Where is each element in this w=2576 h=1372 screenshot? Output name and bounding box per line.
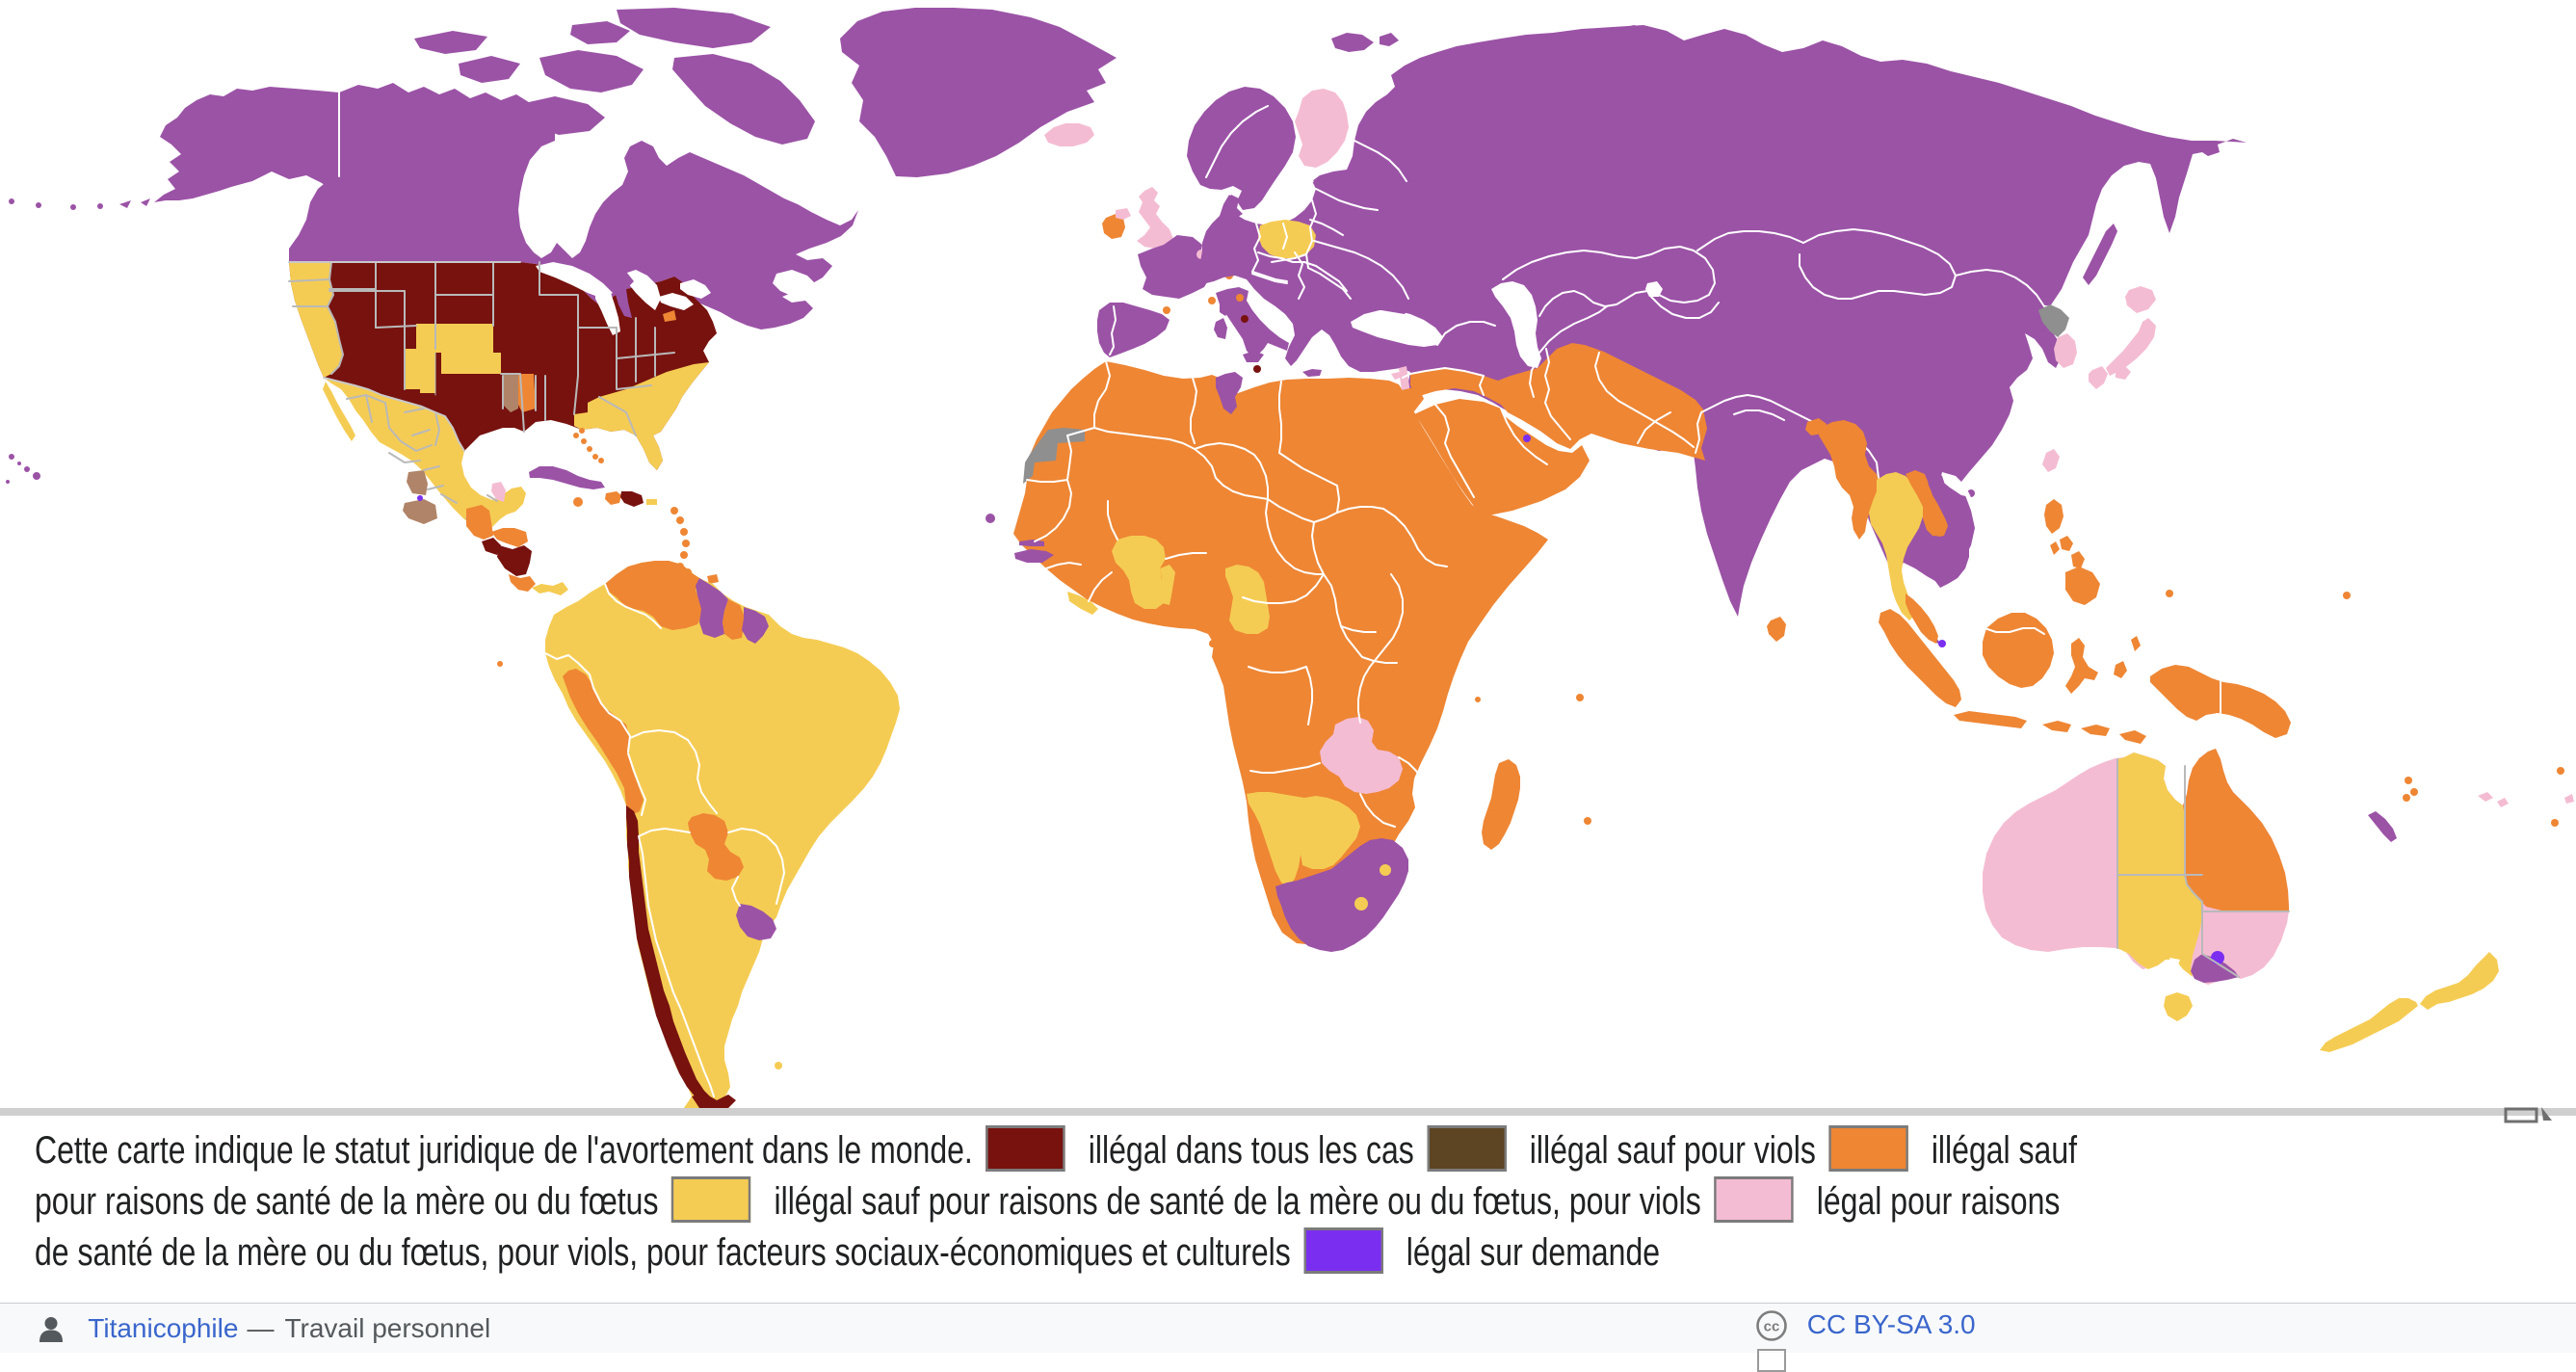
svg-text:cc: cc <box>1764 1319 1780 1335</box>
